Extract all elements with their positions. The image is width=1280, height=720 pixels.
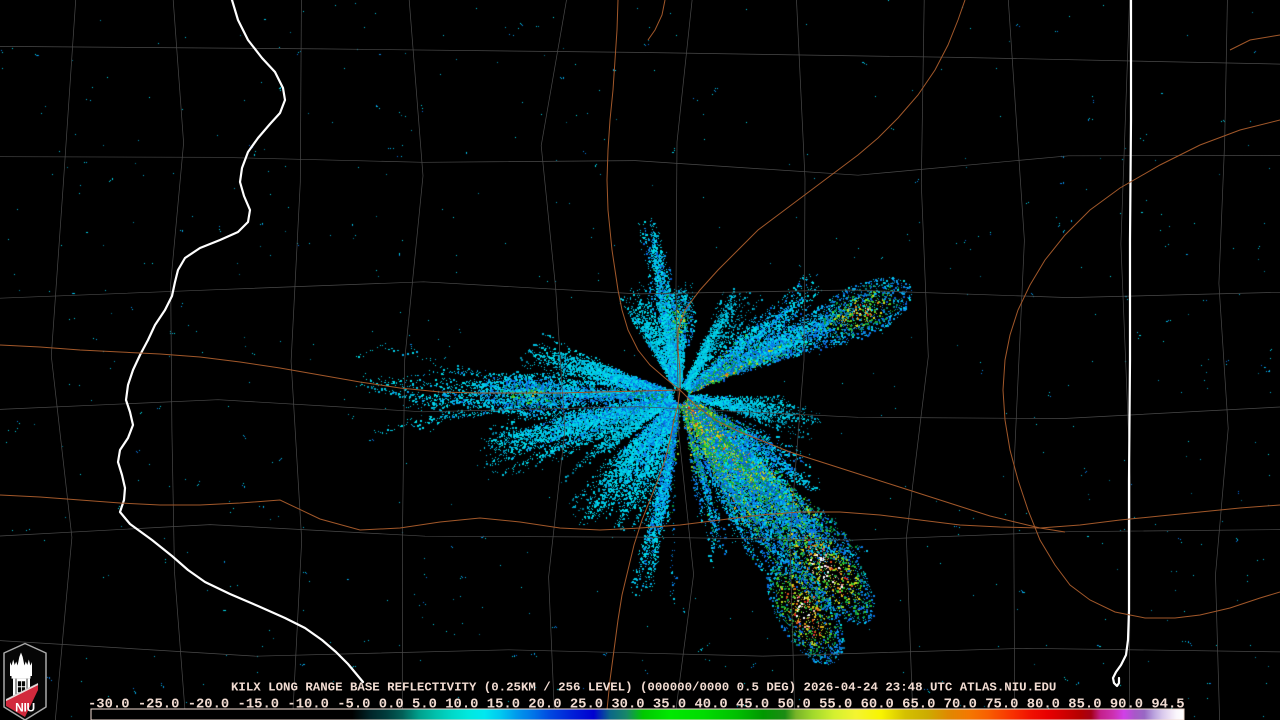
svg-text:KILX LONG RANGE BASE REFLECTIV: KILX LONG RANGE BASE REFLECTIVITY (0.25K…	[231, 681, 1056, 695]
svg-text:NIU: NIU	[15, 701, 35, 715]
